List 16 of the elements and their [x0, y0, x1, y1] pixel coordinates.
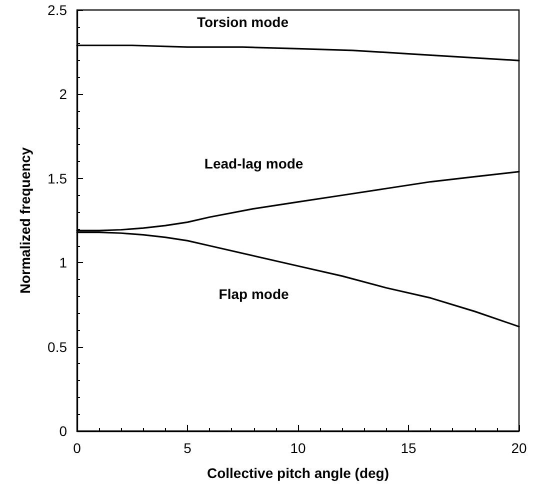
series-label: Flap mode	[218, 286, 290, 302]
y-tick-label: 2	[59, 86, 68, 102]
x-tick-label: 0	[73, 440, 82, 456]
x-tick-label: 20	[511, 440, 527, 456]
x-tick-label: 10	[290, 440, 306, 456]
y-tick-label: 1.5	[48, 170, 68, 186]
x-axis-title: Collective pitch angle (deg)	[206, 465, 390, 481]
text: Lead-lag mode	[204, 156, 304, 172]
x-tick-label: 15	[400, 440, 416, 456]
y-tick-label: 1	[59, 254, 68, 271]
y-tick-label: 0	[59, 423, 68, 439]
y-axis-title: Normalized frequency	[17, 147, 33, 294]
y-tick-label: 2.5	[48, 2, 68, 18]
x-tick-label: 5	[184, 440, 192, 456]
series-label: Torsion mode	[196, 14, 289, 30]
y-tick-label: 0.5	[48, 338, 68, 355]
